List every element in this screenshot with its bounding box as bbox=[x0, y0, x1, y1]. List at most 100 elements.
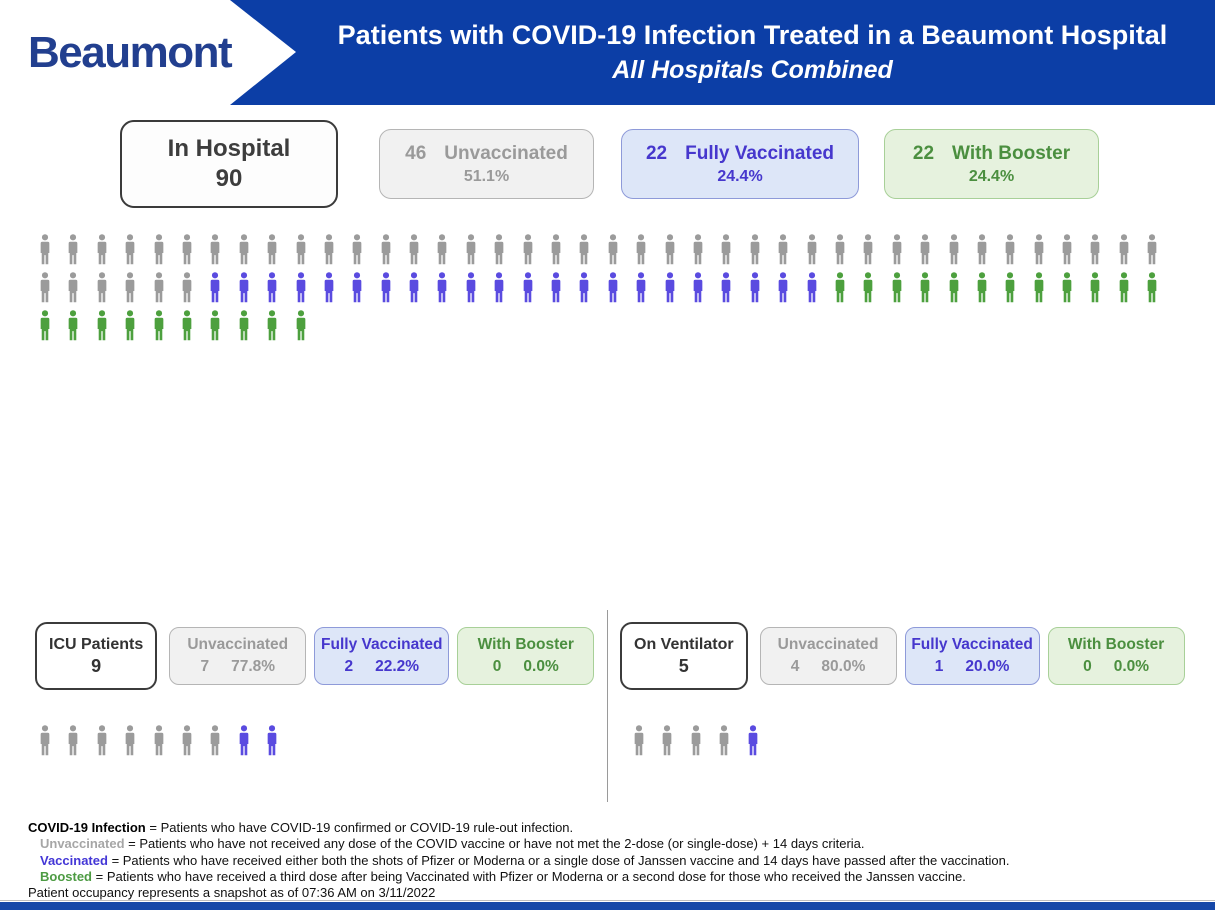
vaccinated-pct: 24.4% bbox=[717, 167, 763, 185]
person-icon-unvaccinated bbox=[294, 234, 322, 265]
card-on-ventilator: On Ventilator 5 bbox=[620, 622, 748, 690]
person-icon-boosted bbox=[1088, 272, 1116, 303]
hospital-pictogram bbox=[38, 234, 1174, 348]
person-icon-vaccinated bbox=[379, 272, 407, 303]
person-icon-vaccinated bbox=[748, 272, 776, 303]
person-icon-unvaccinated bbox=[890, 234, 918, 265]
card-ventilator-with-booster: With Booster 0 0.0% bbox=[1047, 627, 1185, 685]
card-in-hospital: In Hospital 90 bbox=[120, 120, 338, 208]
vaccinated-label: Fully Vaccinated bbox=[685, 142, 835, 164]
person-icon-unvaccinated bbox=[663, 234, 691, 265]
in-hospital-value: 90 bbox=[215, 165, 243, 192]
vaccinated-count: 22 bbox=[645, 142, 668, 164]
card-icu-patients: ICU Patients 9 bbox=[35, 622, 158, 690]
person-icon-unvaccinated bbox=[719, 234, 747, 265]
footnote-boosted-term: Boosted bbox=[40, 868, 92, 884]
person-icon-boosted bbox=[152, 310, 180, 341]
unvaccinated-count: 46 bbox=[405, 142, 427, 164]
person-icon-unvaccinated bbox=[1003, 234, 1031, 265]
person-icon-unvaccinated bbox=[577, 234, 605, 265]
person-icon-unvaccinated bbox=[805, 234, 833, 265]
card-icu-unvaccinated: Unvaccinated 7 77.8% bbox=[169, 627, 307, 685]
booster-count: 22 bbox=[912, 142, 935, 164]
person-icon-unvaccinated bbox=[123, 272, 151, 303]
person-icon-unvaccinated bbox=[180, 272, 208, 303]
person-icon-vaccinated bbox=[663, 272, 691, 303]
person-icon-vaccinated bbox=[719, 272, 747, 303]
person-icon-boosted bbox=[1003, 272, 1031, 303]
person-icon-vaccinated bbox=[492, 272, 520, 303]
person-icon-unvaccinated bbox=[975, 234, 1003, 265]
icu-unvaccinated-pct: 77.8% bbox=[231, 658, 276, 675]
person-icon-unvaccinated bbox=[208, 234, 236, 265]
footnote-unvaccinated-term: Unvaccinated bbox=[40, 836, 125, 852]
person-icon-unvaccinated bbox=[691, 234, 719, 265]
person-icon-unvaccinated bbox=[492, 234, 520, 265]
beaumont-logo-arrow: Beaumont bbox=[0, 0, 296, 105]
person-icon-vaccinated bbox=[237, 725, 265, 756]
person-icon-unvaccinated bbox=[435, 234, 463, 265]
person-icon-unvaccinated bbox=[833, 234, 861, 265]
booster-label: With Booster bbox=[952, 142, 1071, 164]
person-icon-unvaccinated bbox=[123, 725, 151, 756]
unvaccinated-label: Unvaccinated bbox=[444, 142, 568, 164]
person-icon-unvaccinated bbox=[717, 725, 745, 756]
person-icon-boosted bbox=[38, 310, 66, 341]
footer-hairline bbox=[0, 900, 1215, 901]
person-icon-unvaccinated bbox=[379, 234, 407, 265]
booster-pct: 24.4% bbox=[968, 167, 1015, 185]
card-ventilator-unvaccinated: Unvaccinated 4 80.0% bbox=[759, 627, 897, 685]
section-divider bbox=[607, 610, 608, 802]
person-icon-unvaccinated bbox=[95, 272, 123, 303]
icu-pictogram bbox=[38, 725, 294, 763]
person-icon-vaccinated bbox=[606, 272, 634, 303]
icu-unvaccinated-label: Unvaccinated bbox=[187, 636, 289, 653]
ventilator-value: 5 bbox=[678, 655, 689, 676]
bottom-sections: ICU Patients 9 Unvaccinated 7 77.8% Full… bbox=[0, 610, 1215, 812]
card-unvaccinated: 46 Unvaccinated 51.1% bbox=[379, 129, 594, 199]
person-icon-unvaccinated bbox=[1032, 234, 1060, 265]
person-icon-unvaccinated bbox=[947, 234, 975, 265]
person-icon-vaccinated bbox=[265, 272, 293, 303]
person-icon-unvaccinated bbox=[632, 725, 660, 756]
snapshot-note: Patient occupancy represents a snapshot … bbox=[28, 885, 436, 901]
ventilator-label: On Ventilator bbox=[634, 635, 734, 653]
person-icon-vaccinated bbox=[691, 272, 719, 303]
person-icon-unvaccinated bbox=[549, 234, 577, 265]
person-icon-unvaccinated bbox=[237, 234, 265, 265]
person-icon-boosted bbox=[1032, 272, 1060, 303]
person-icon-boosted bbox=[1145, 272, 1173, 303]
ventilator-booster-label: With Booster bbox=[1067, 636, 1165, 653]
person-icon-boosted bbox=[947, 272, 975, 303]
footnote-boosted: Boosted = Patients who have received a t… bbox=[28, 869, 1009, 885]
person-icon-unvaccinated bbox=[322, 234, 350, 265]
person-icon-boosted bbox=[1117, 272, 1145, 303]
ventilator-unvaccinated-pct: 80.0% bbox=[821, 658, 866, 675]
summary-cards: In Hospital 90 46 Unvaccinated 51.1% 22 … bbox=[120, 120, 1099, 208]
person-icon-vaccinated bbox=[435, 272, 463, 303]
person-icon-unvaccinated bbox=[464, 234, 492, 265]
person-icon-unvaccinated bbox=[208, 725, 236, 756]
person-icon-boosted bbox=[237, 310, 265, 341]
person-icon-unvaccinated bbox=[1088, 234, 1116, 265]
person-icon-unvaccinated bbox=[152, 725, 180, 756]
ventilator-booster-pct: 0.0% bbox=[1113, 658, 1150, 675]
person-icon-unvaccinated bbox=[66, 234, 94, 265]
ventilator-vaccinated-label: Fully Vaccinated bbox=[911, 636, 1033, 653]
person-icon-unvaccinated bbox=[152, 234, 180, 265]
person-icon-boosted bbox=[180, 310, 208, 341]
person-icon-boosted bbox=[833, 272, 861, 303]
person-icon-vaccinated bbox=[265, 725, 293, 756]
person-icon-unvaccinated bbox=[180, 725, 208, 756]
icu-vaccinated-pct: 22.2% bbox=[375, 658, 420, 675]
ventilator-booster-count: 0 bbox=[1083, 658, 1092, 675]
icu-unvaccinated-count: 7 bbox=[200, 658, 210, 675]
person-icon-boosted bbox=[861, 272, 889, 303]
page-subtitle: All Hospitals Combined bbox=[612, 56, 893, 84]
person-icon-vaccinated bbox=[577, 272, 605, 303]
person-icon-unvaccinated bbox=[66, 725, 94, 756]
person-icon-vaccinated bbox=[208, 272, 236, 303]
footnote-unvaccinated: Unvaccinated = Patients who have not rec… bbox=[28, 836, 1009, 852]
card-fully-vaccinated: 22 Fully Vaccinated 24.4% bbox=[621, 129, 859, 199]
bottom-blue-bar bbox=[0, 902, 1215, 910]
